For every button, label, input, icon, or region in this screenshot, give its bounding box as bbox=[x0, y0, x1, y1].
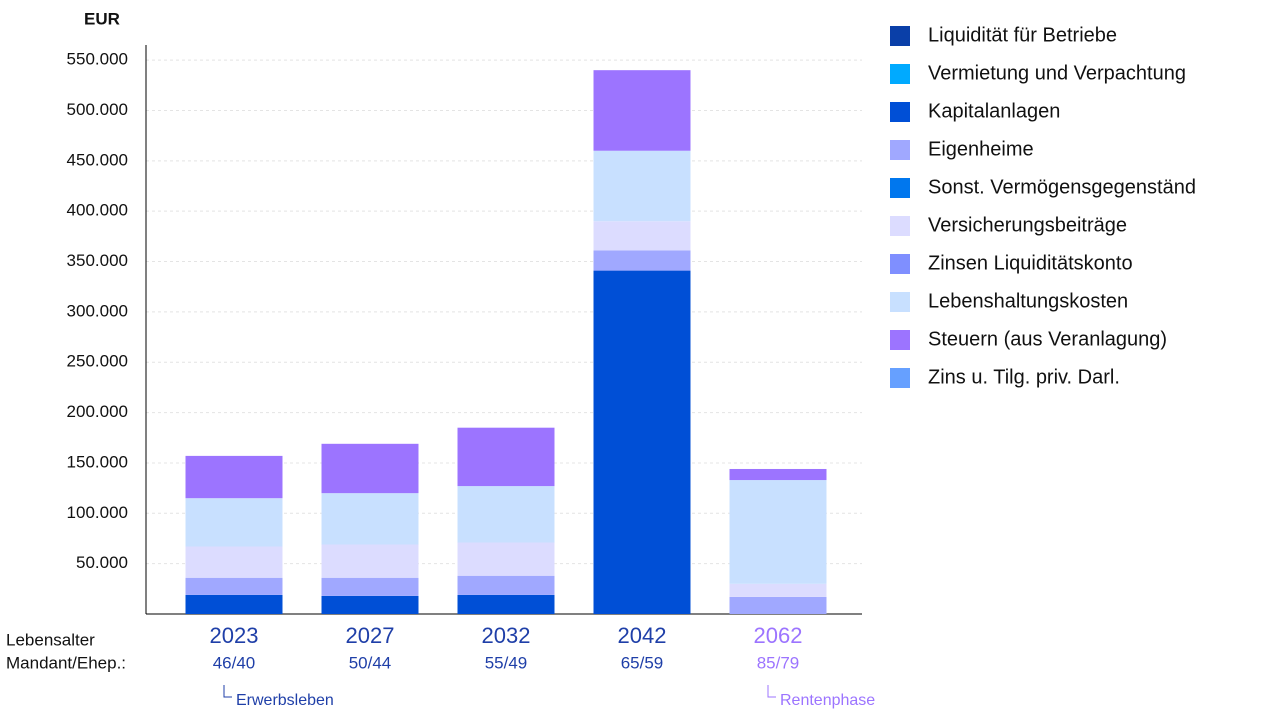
bar-segment bbox=[457, 542, 555, 576]
bar-segment bbox=[593, 70, 691, 151]
legend-label: Lebenshaltungskosten bbox=[928, 290, 1128, 312]
legend-label: Kapitalanlagen bbox=[928, 100, 1060, 122]
legend-label: Steuern (aus Veranlagung) bbox=[928, 328, 1167, 350]
bar-segment bbox=[185, 498, 283, 547]
legend-label: Liquidität für Betriebe bbox=[928, 24, 1117, 46]
phase-bracket bbox=[767, 685, 776, 698]
x-tick-label: 2062 bbox=[754, 623, 803, 648]
y-tick-label: 500.000 bbox=[67, 100, 128, 119]
bar-segment bbox=[457, 486, 555, 543]
legend-label: Eigenheime bbox=[928, 138, 1034, 160]
y-tick-label: 450.000 bbox=[67, 150, 128, 169]
bar-segment bbox=[729, 583, 827, 597]
age-label: 55/49 bbox=[485, 653, 528, 672]
bar-segment bbox=[321, 443, 419, 494]
bar-segment bbox=[729, 468, 827, 481]
legend-swatch bbox=[890, 254, 910, 274]
bar-segment bbox=[593, 150, 691, 222]
y-tick-label: 200.000 bbox=[67, 402, 128, 421]
bar-segment bbox=[593, 250, 691, 271]
x-tick-label: 2042 bbox=[618, 623, 667, 648]
legend-swatch bbox=[890, 140, 910, 160]
x-tick-label: 2027 bbox=[346, 623, 395, 648]
y-tick-label: 350.000 bbox=[67, 251, 128, 270]
legend-swatch bbox=[890, 292, 910, 312]
row-label: Lebensalter bbox=[6, 630, 95, 649]
bar-segment bbox=[321, 577, 419, 596]
bar-segment bbox=[457, 575, 555, 595]
x-tick-label: 2032 bbox=[482, 623, 531, 648]
y-tick-label: 250.000 bbox=[67, 352, 128, 371]
legend-swatch bbox=[890, 216, 910, 236]
legend-swatch bbox=[890, 330, 910, 350]
legend-label: Versicherungsbeiträge bbox=[928, 214, 1127, 236]
legend-label: Zins u. Tilg. priv. Darl. bbox=[928, 366, 1120, 388]
bar-segment bbox=[729, 480, 827, 584]
age-label: 46/40 bbox=[213, 653, 256, 672]
y-tick-label: 100.000 bbox=[67, 503, 128, 522]
legend-swatch bbox=[890, 178, 910, 198]
legend-swatch bbox=[890, 64, 910, 84]
age-label: 65/59 bbox=[621, 653, 664, 672]
bar-segment bbox=[185, 577, 283, 595]
legend-label: Zinsen Liquiditätskonto bbox=[928, 252, 1133, 274]
legend-swatch bbox=[890, 102, 910, 122]
y-tick-label: 150.000 bbox=[67, 452, 128, 471]
y-tick-label: 300.000 bbox=[67, 301, 128, 320]
bar-segment bbox=[321, 493, 419, 545]
bar-segment bbox=[185, 546, 283, 578]
bar-segment bbox=[593, 221, 691, 251]
bar-segment bbox=[185, 455, 283, 499]
bar-segment bbox=[321, 544, 419, 578]
y-unit: EUR bbox=[84, 9, 120, 28]
phase-bracket bbox=[223, 685, 232, 698]
phase-label: Erwerbsleben bbox=[236, 692, 334, 709]
bar-segment bbox=[457, 427, 555, 487]
row-label: Mandant/Ehep.: bbox=[6, 653, 126, 672]
age-label: 85/79 bbox=[757, 653, 800, 672]
phase-label: Rentenphase bbox=[780, 692, 875, 709]
y-tick-label: 550.000 bbox=[67, 50, 128, 69]
bar-segment bbox=[729, 596, 827, 614]
legend-swatch bbox=[890, 26, 910, 46]
legend-label: Vermietung und Verpachtung bbox=[928, 62, 1186, 84]
y-tick-label: 400.000 bbox=[67, 201, 128, 220]
y-tick-label: 50.000 bbox=[76, 553, 128, 572]
legend-label: Sonst. Vermögensgegenständ bbox=[928, 176, 1196, 198]
bar-segment bbox=[185, 594, 283, 614]
x-tick-label: 2023 bbox=[210, 623, 259, 648]
bar-segment bbox=[593, 270, 691, 614]
legend-swatch bbox=[890, 368, 910, 388]
bar-segment bbox=[321, 595, 419, 614]
age-label: 50/44 bbox=[349, 653, 392, 672]
bar-segment bbox=[457, 594, 555, 614]
